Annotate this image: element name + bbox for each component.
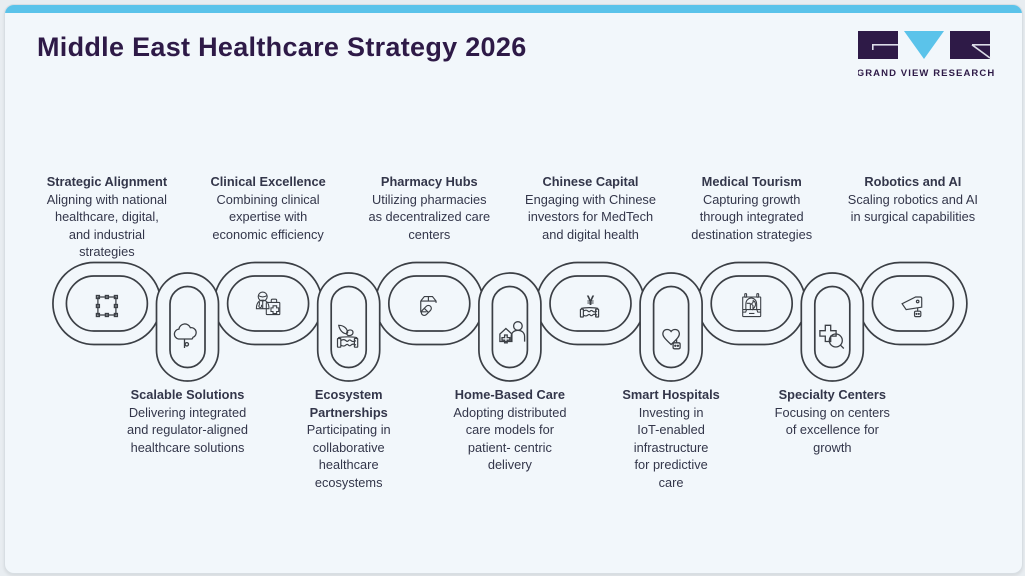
svg-text:¥: ¥ [587, 293, 595, 308]
